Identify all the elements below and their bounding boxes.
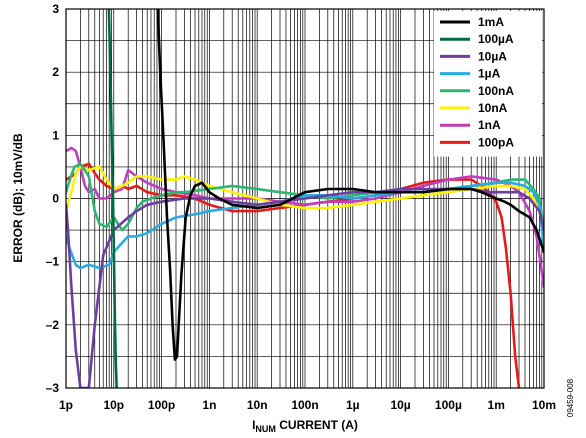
legend-label-100µA: 100µA [478, 32, 514, 46]
x-axis-label: INUM CURRENT (A) [252, 418, 358, 434]
x-tick-label: 1m [488, 398, 505, 412]
x-tick-label: 1µ [346, 398, 360, 412]
series-line-10nA [66, 165, 544, 229]
y-tick-label: –2 [46, 318, 60, 332]
y-tick-label: 2 [52, 65, 59, 79]
series-line-100µA [107, 9, 118, 388]
series-line-1mA [156, 9, 544, 361]
legend-background [434, 11, 542, 157]
x-axis-label-main: I [252, 418, 255, 432]
y-tick-label: 0 [52, 192, 59, 206]
x-tick-label: 10p [103, 398, 124, 412]
x-tick-label: 100p [148, 398, 175, 412]
legend-label-100nA: 100nA [478, 84, 514, 98]
legend-label-1nA: 1nA [478, 118, 501, 132]
legend: 1mA 100µA 10µA 1µA 100nA 10nA 1nA 100pA [434, 11, 542, 157]
legend-label-100pA: 100pA [478, 135, 514, 149]
x-tick-label: 10µ [390, 398, 410, 412]
legend-label-10nA: 10nA [478, 101, 508, 115]
series-layer [66, 9, 544, 388]
x-tick-label: 10n [247, 398, 268, 412]
x-axis-label-rest: CURRENT (A) [276, 418, 358, 432]
legend-label-10µA: 10µA [478, 49, 507, 63]
y-tick-label: –3 [46, 381, 60, 395]
figure-id: 09459-008 [566, 378, 575, 417]
y-tick-label: 3 [52, 2, 59, 16]
x-tick-labels: 1p 10p 100p 1n 10n 100n 1µ 10µ 100µ 1m 10m [59, 398, 556, 412]
legend-label-1µA: 1µA [478, 67, 501, 81]
series-line-10µA [66, 187, 544, 388]
x-tick-label: 100µ [435, 398, 462, 412]
x-tick-label: 10m [532, 398, 556, 412]
x-tick-label: 1p [59, 398, 73, 412]
y-axis-label: ERROR (dB); 10mV/dB [11, 133, 25, 263]
y-tick-label: 1 [52, 128, 59, 142]
legend-label-1mA: 1mA [478, 15, 504, 29]
x-axis-label-subscript: NUM [255, 424, 276, 434]
x-tick-label: 1n [202, 398, 216, 412]
y-tick-labels: 3 2 1 0 –1 –2 –3 [46, 2, 60, 395]
x-tick-label: 100n [291, 398, 318, 412]
plot-frame [65, 8, 545, 389]
y-tick-label: –1 [46, 255, 60, 269]
